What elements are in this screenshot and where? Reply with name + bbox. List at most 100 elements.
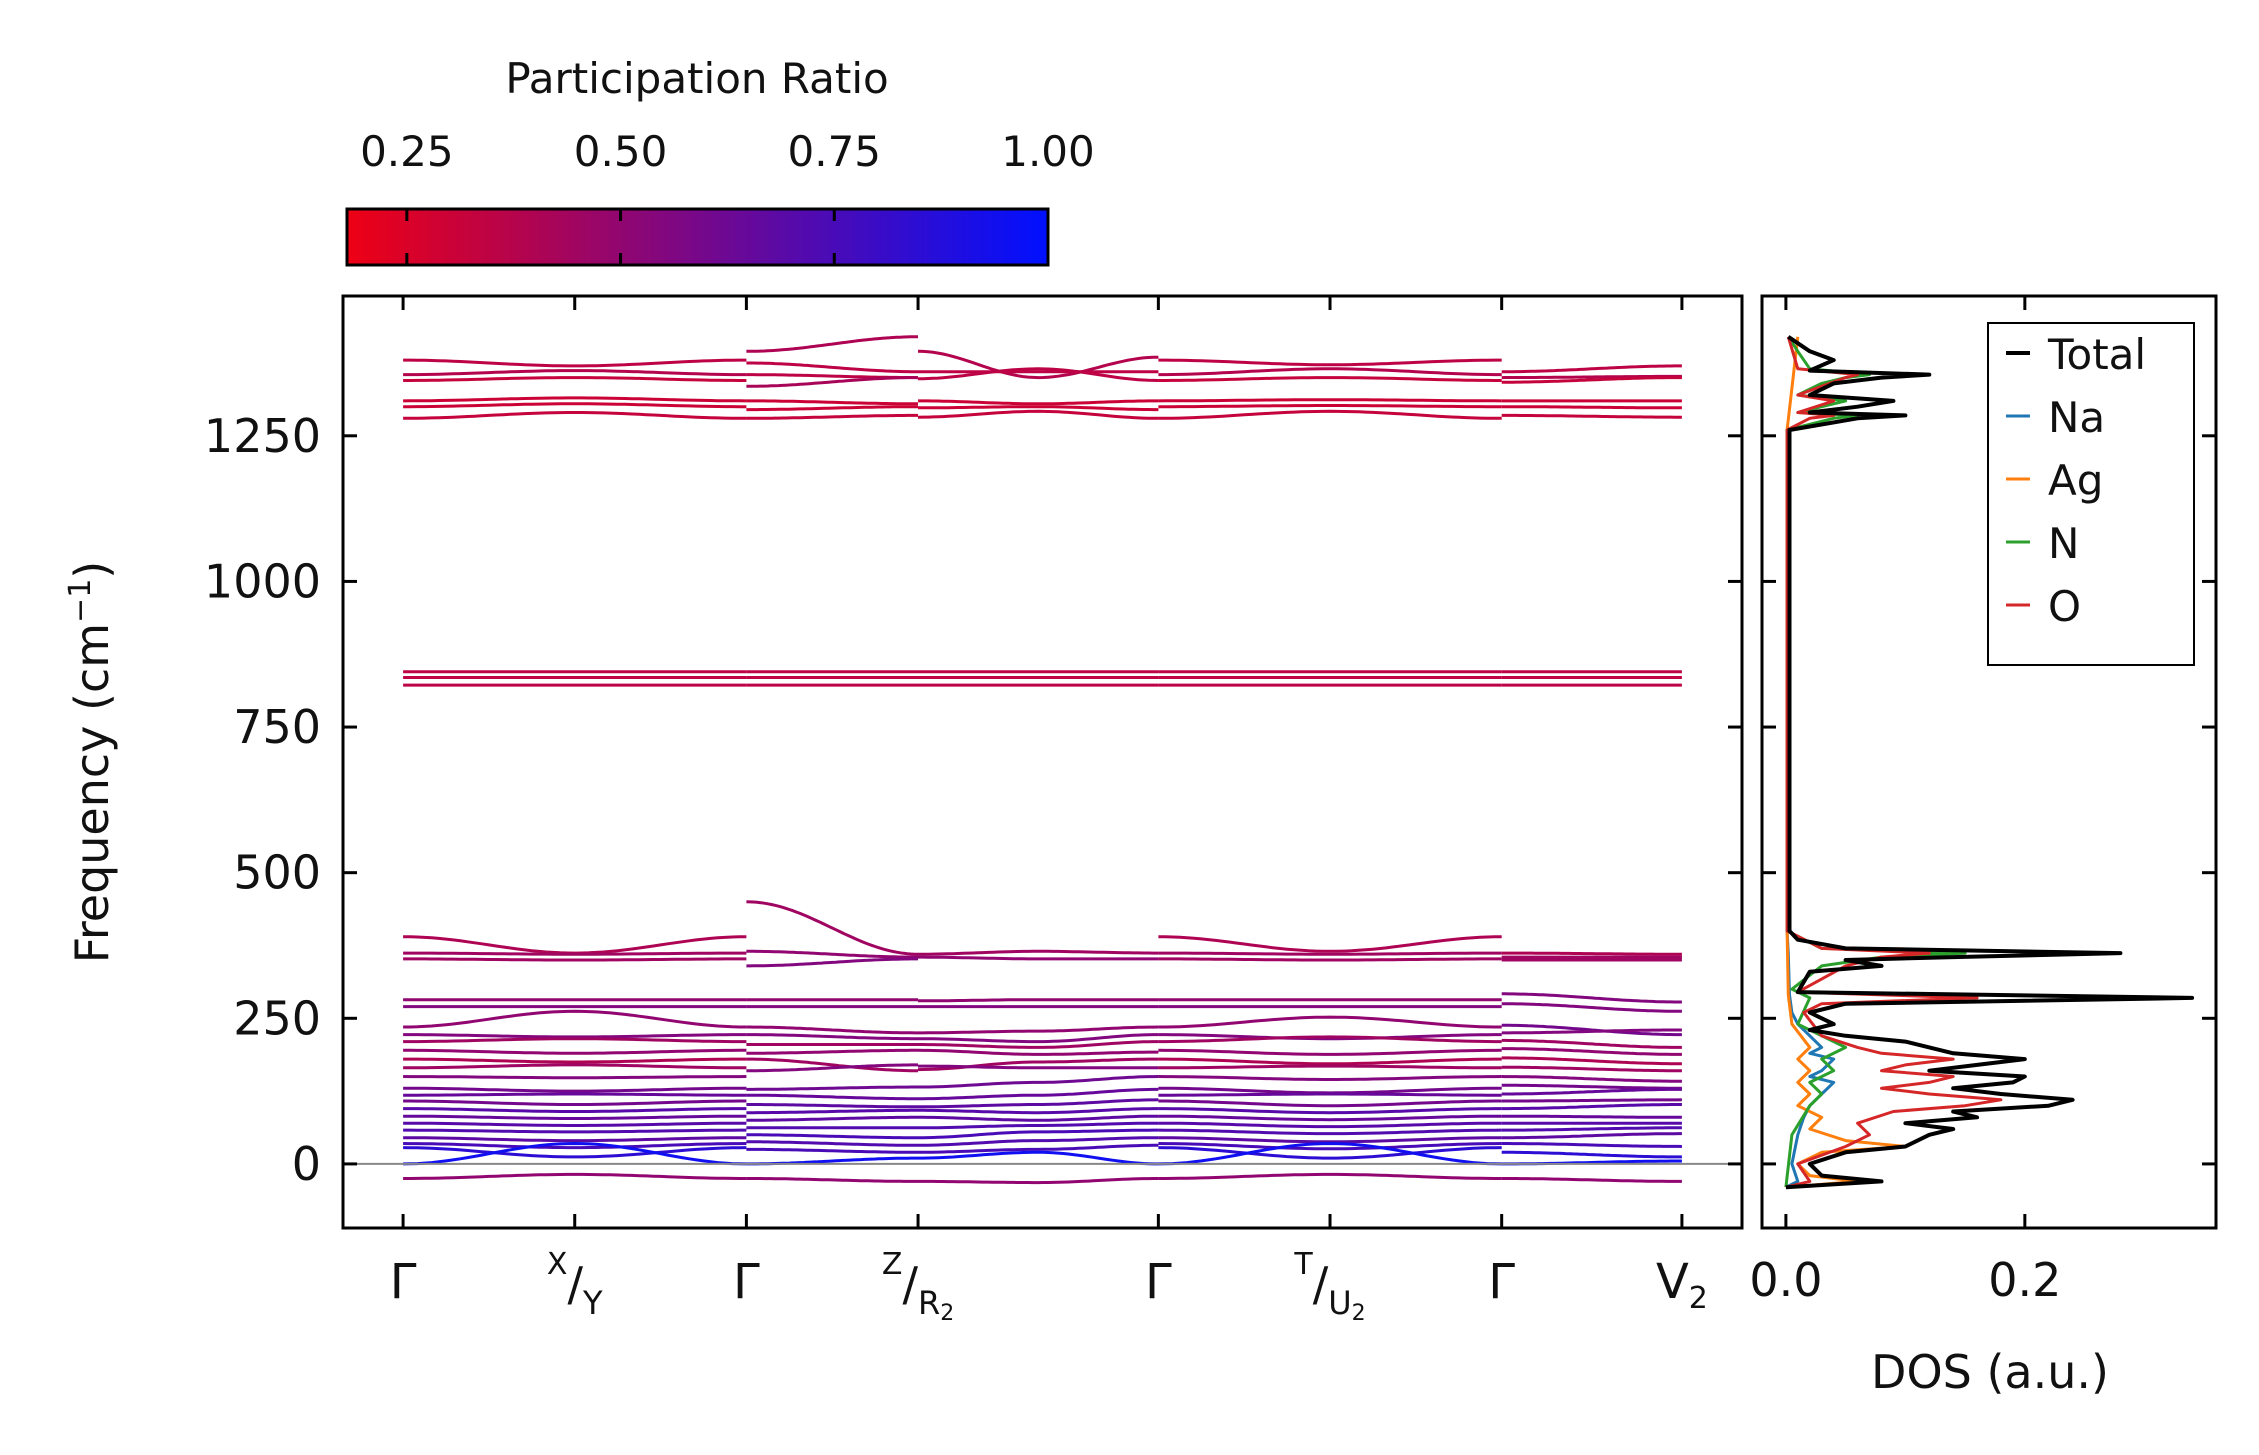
band-line — [746, 1108, 918, 1115]
band-line — [1158, 1048, 1502, 1056]
band-line — [403, 1037, 747, 1044]
band-line — [1158, 1015, 1502, 1029]
y-axis-label-main: Frequency (cm — [65, 623, 119, 963]
band-line — [746, 1085, 918, 1091]
band-line — [1158, 358, 1502, 367]
band-line — [1158, 1146, 1502, 1160]
band-line — [1501, 1075, 1682, 1083]
band-line — [1501, 1028, 1682, 1035]
band-line — [918, 1087, 1159, 1101]
legend-label: Total — [2047, 330, 2146, 379]
band-line — [746, 1025, 918, 1035]
band-line — [918, 1098, 1159, 1109]
y-axis-label-exponent: −1 — [63, 579, 98, 623]
band-line — [918, 1025, 1159, 1035]
band-line — [1501, 1103, 1682, 1111]
band-line — [918, 405, 1159, 412]
band-line — [403, 1063, 747, 1070]
x-tick-label: Γ — [1488, 1254, 1515, 1310]
dos-legend: Total Na Ag NO — [1987, 322, 2195, 666]
band-line — [746, 1057, 918, 1073]
band-line — [1158, 409, 1502, 420]
band-line — [1158, 951, 1502, 956]
band-line — [1158, 1033, 1502, 1041]
band-line — [1158, 1172, 1502, 1180]
band-line — [917, 1048, 1159, 1056]
dos-series-ag — [1785, 336, 1907, 1189]
band-line — [403, 1146, 747, 1159]
legend-box — [1987, 322, 2195, 666]
band-line — [746, 1133, 918, 1140]
dos-lines — [1784, 335, 2195, 1190]
dos-panel-frame — [1760, 294, 2218, 1230]
band-line — [403, 402, 747, 409]
band-line — [1158, 935, 1502, 953]
band-line — [746, 1140, 918, 1147]
band-line — [1501, 405, 1682, 410]
band-line — [1501, 1002, 1682, 1013]
band-line — [746, 1147, 918, 1154]
band-line — [918, 1143, 1159, 1154]
band-axis-ticks: 0 250 500 750 1000 1250 Γ X/Y Γ Z/R2 Γ T/U2 Γ V2 — [204, 296, 1742, 1326]
x-tick-label-text: Z/R2 — [882, 1247, 954, 1326]
colorbar-gradient — [345, 207, 1050, 267]
x-tick-label-text: Γ — [733, 1254, 760, 1310]
band-line — [746, 1177, 918, 1183]
band-line — [1158, 404, 1502, 409]
band-line — [746, 1048, 918, 1055]
legend-item-na: Na — [2006, 393, 2105, 442]
y-axis-label: Frequency (cm−1) — [63, 561, 119, 964]
band-line — [1501, 1177, 1682, 1183]
x-axis-label-dos: DOS (a.u.) — [1871, 1345, 2109, 1399]
y-tick-label: 500 — [233, 846, 321, 900]
y-tick-label: 750 — [233, 700, 321, 754]
band-line — [1501, 992, 1682, 1004]
band-line — [403, 935, 747, 955]
band-line — [403, 1142, 747, 1150]
y-tick-label: 1000 — [204, 554, 321, 608]
band-structure-panel: 0 250 500 750 1000 1250 Γ X/Y Γ Z/R2 Γ T/U2 Γ V2 Freq… — [63, 294, 1744, 1326]
legend-item-total: Total — [2006, 330, 2146, 379]
band-line — [918, 1064, 1159, 1070]
band-line — [746, 1103, 918, 1109]
legend-item-n: N — [2006, 519, 2079, 568]
band-line — [403, 1075, 747, 1080]
band-line — [746, 335, 918, 353]
band-line — [403, 1172, 747, 1180]
band-line — [403, 411, 747, 420]
band-line — [1501, 951, 1682, 956]
band-line — [918, 955, 1159, 961]
band-line — [1501, 1056, 1682, 1066]
band-line — [918, 1128, 1159, 1140]
band-line — [403, 1107, 747, 1113]
band-line — [403, 1057, 747, 1064]
x-tick-label-text: X/Y — [547, 1247, 603, 1322]
colorbar-tick-label: 0.25 — [360, 127, 454, 176]
x-tick-label-text: Γ — [390, 1254, 417, 1310]
band-line — [403, 951, 747, 956]
dos-panel: 0.0 0.2 DOS (a.u.) Total Na Ag NO — [1749, 294, 2218, 1399]
colorbar-tick-label: 0.75 — [788, 127, 882, 176]
band-line — [1158, 1114, 1502, 1122]
legend-label: O — [2048, 582, 2081, 631]
legend-items: Total Na Ag NO — [2006, 330, 2146, 631]
colorbar-title: Participation Ratio — [505, 54, 888, 103]
colorbar-tick-label: 0.50 — [574, 127, 668, 176]
band-line — [918, 367, 1159, 382]
band-line — [1501, 364, 1682, 374]
x-tick-label: T/U2 — [1293, 1247, 1365, 1326]
band-line — [746, 1033, 918, 1041]
band-line — [403, 957, 747, 962]
band-line — [1501, 413, 1682, 419]
y-tick-label: 0 — [292, 1137, 321, 1191]
band-line — [1158, 1142, 1502, 1151]
band-line — [403, 369, 747, 377]
band-line — [746, 1063, 918, 1073]
band-line — [403, 1009, 747, 1029]
band-line — [1158, 1136, 1502, 1144]
band-line — [403, 1128, 747, 1134]
band-line — [1158, 376, 1502, 382]
legend-label: Ag — [2048, 456, 2103, 505]
band-line — [1158, 1057, 1502, 1066]
